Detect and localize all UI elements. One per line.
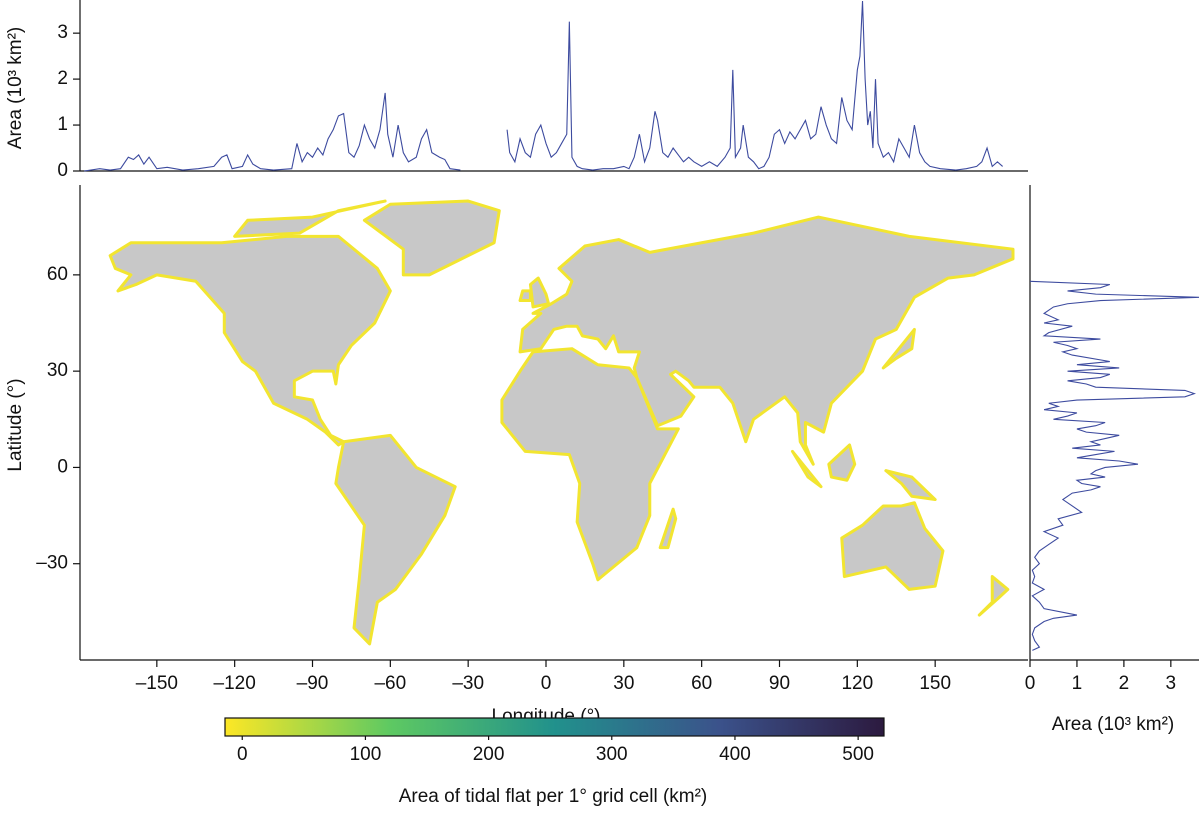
land: [518, 289, 532, 303]
land: [658, 507, 678, 550]
land: [500, 347, 680, 582]
x-tick-label: –120: [214, 673, 256, 694]
land-masses: [108, 199, 1015, 646]
land: [362, 199, 501, 277]
y-tick-label: 3: [57, 22, 68, 43]
x-tick-label: 0: [1025, 673, 1036, 694]
colorbar-tick-label: 300: [596, 744, 628, 765]
land: [977, 575, 1010, 617]
land: [528, 276, 551, 309]
x-tick-label: 120: [841, 673, 873, 694]
x-tick-label: 150: [919, 673, 951, 694]
land: [518, 215, 1015, 466]
y-tick-label: 0: [57, 160, 68, 181]
top-y-label: Area (10³ km²): [5, 27, 26, 149]
y-tick-label: –30: [36, 553, 68, 574]
area-line: [84, 0, 1003, 172]
y-tick-label: 1: [57, 114, 68, 135]
map-y-label: Latitude (°): [5, 378, 26, 471]
land: [233, 199, 387, 238]
land: [827, 443, 857, 482]
x-tick-label: 90: [769, 673, 790, 694]
colorbar-tick-label: 200: [473, 744, 505, 765]
x-tick-label: –150: [136, 673, 178, 694]
x-tick-label: 3: [1166, 673, 1177, 694]
y-tick-label: 60: [47, 264, 68, 285]
land: [840, 501, 945, 591]
colorbar-tick-label: 0: [237, 744, 248, 765]
colorbar: [224, 717, 885, 737]
x-tick-label: 1: [1072, 673, 1083, 694]
land: [790, 449, 823, 489]
y-tick-label: 30: [47, 360, 68, 381]
area-line: [1029, 280, 1200, 651]
colorbar-tick-label: 400: [719, 744, 751, 765]
x-tick-label: 30: [613, 673, 634, 694]
x-tick-label: 0: [541, 673, 552, 694]
colorbar-tick-label: 500: [842, 744, 874, 765]
x-tick-label: –90: [297, 673, 329, 694]
land: [334, 433, 457, 646]
land: [108, 234, 392, 447]
x-tick-label: –30: [452, 673, 484, 694]
x-tick-label: 60: [691, 673, 712, 694]
y-tick-label: 0: [57, 456, 68, 477]
right-x-label: Area (10³ km²): [1052, 714, 1174, 735]
colorbar-label: Area of tidal flat per 1° grid cell (km²…: [399, 786, 708, 807]
land: [881, 327, 916, 370]
x-tick-label: 2: [1119, 673, 1130, 694]
colorbar-tick-label: 100: [350, 744, 382, 765]
land: [884, 469, 937, 502]
y-tick-label: 2: [57, 68, 68, 89]
x-tick-label: –60: [374, 673, 406, 694]
